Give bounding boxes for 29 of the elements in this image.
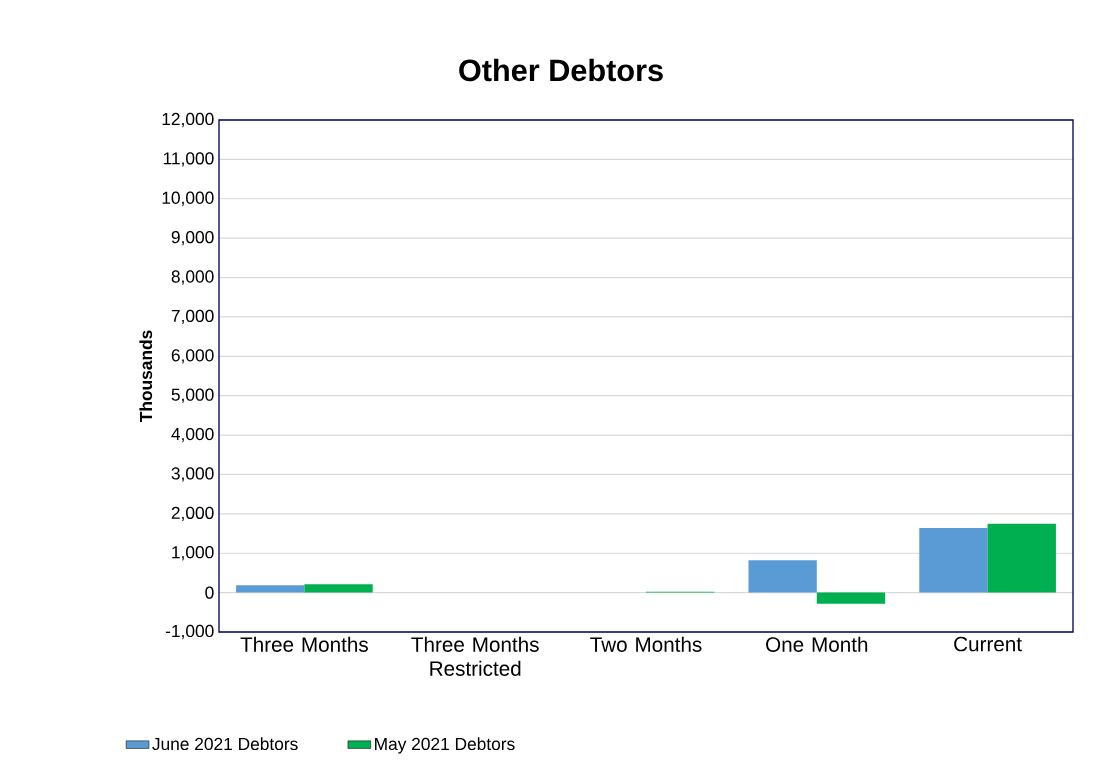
x-tick-label: One Month (766, 636, 868, 652)
y-tick-label: 8,000 (171, 270, 214, 285)
bar (816, 592, 886, 604)
y-tick-label: 10,000 (162, 191, 214, 206)
y-tick-label: 4,000 (171, 427, 214, 443)
bar (987, 523, 1056, 593)
y-tick-label: 5,000 (171, 388, 214, 403)
y-tick-label: 9,000 (171, 230, 214, 246)
bar (236, 585, 305, 593)
y-tick-label: -1,000 (165, 624, 214, 640)
x-tick-label: Three Months (240, 636, 368, 652)
y-tick-label: 1,000 (172, 546, 214, 561)
x-tick-label: Three Months Restricted (411, 636, 539, 676)
y-tick-label: 12,000 (162, 112, 214, 128)
bar (748, 560, 817, 593)
bar (919, 528, 988, 593)
x-tick-label: Current (954, 636, 1022, 652)
x-tick-label: Two Months (590, 636, 702, 652)
bar (304, 584, 373, 593)
y-tick-label: 7,000 (171, 309, 214, 325)
y-tick-label: 11,000 (163, 152, 214, 167)
y-axis-title: Thousands (139, 330, 153, 423)
y-tick-label: 3,000 (171, 467, 214, 482)
y-tick-label: 6,000 (171, 349, 214, 364)
legend-label: May 2021 Debtors (375, 737, 515, 754)
legend-label: June 2021 Debtors (152, 737, 298, 751)
y-tick-label: 0 (205, 586, 214, 599)
chart-title: Other Debtors (459, 58, 663, 82)
y-tick-label: 2,000 (171, 506, 214, 522)
